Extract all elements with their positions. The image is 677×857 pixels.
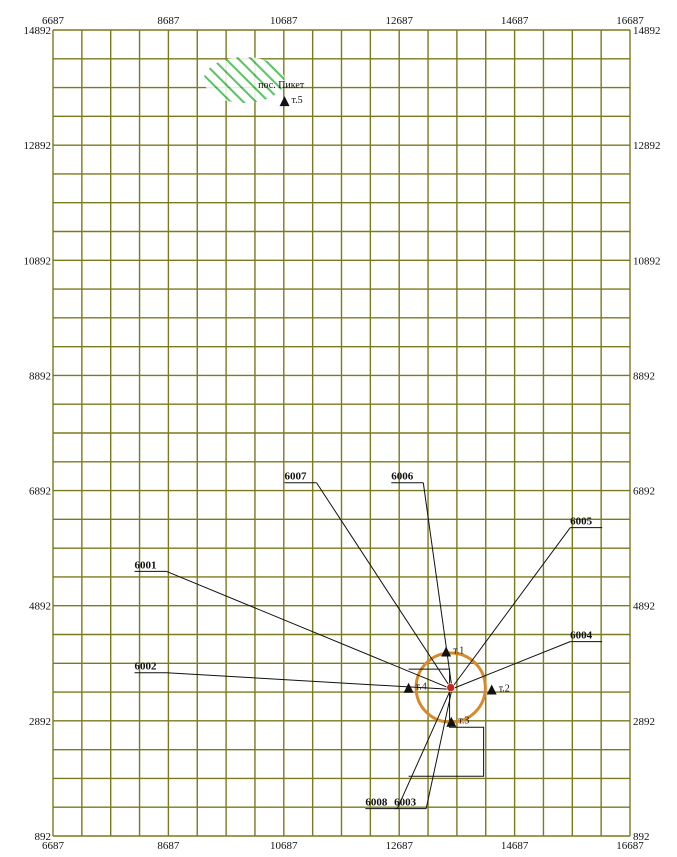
- x-tick-label-bottom: 6687: [42, 840, 65, 852]
- x-tick-label-top: 6687: [42, 15, 65, 27]
- control-point-triangle: [486, 684, 497, 695]
- source-leader-line: [425, 689, 453, 809]
- axis-tick-labels: 6687 6687 8687 8687 10687 10687 12687 12687 1468…: [24, 15, 661, 852]
- control-point-label: т.1: [453, 645, 464, 656]
- x-tick-label-top: 8687: [157, 15, 180, 27]
- x-tick-label-top: 12687: [385, 15, 413, 27]
- control-point-triangle: [446, 716, 457, 727]
- x-tick-label-bottom: 8687: [157, 840, 180, 852]
- y-tick-label-right: 14892: [633, 25, 661, 37]
- y-tick-label-left: 12892: [24, 140, 52, 152]
- y-tick-label-left: 6892: [29, 486, 51, 498]
- y-tick-label-left: 892: [35, 831, 52, 843]
- control-point-triangle: [279, 96, 290, 107]
- source-label-6007: 6007: [285, 471, 308, 483]
- y-tick-label-right: 6892: [633, 486, 655, 498]
- settlement-label: пос. Пикет: [258, 80, 305, 91]
- y-tick-label-right: 10892: [633, 255, 661, 267]
- settlement-hatch: [203, 56, 285, 103]
- x-tick-label-bottom: 14687: [501, 840, 529, 852]
- x-tick-label-top: 16687: [616, 15, 644, 27]
- x-tick-label-bottom: 16687: [616, 840, 644, 852]
- x-tick-label-top: 14687: [501, 15, 529, 27]
- source-leader-line: [316, 482, 451, 688]
- settlement-area: пос. Пикет: [203, 56, 305, 103]
- control-point-label: т.2: [499, 683, 510, 694]
- control-point-label: т.3: [458, 716, 469, 727]
- y-tick-label-right: 2892: [633, 716, 655, 728]
- coordinate-grid: [52, 29, 631, 837]
- y-tick-label-right: 8892: [633, 370, 655, 382]
- source-leader-line: [166, 672, 450, 690]
- source-leaders: 6001 6002 6007 6006 6005 6004 6008 6003: [134, 471, 603, 810]
- y-tick-label-left: 14892: [24, 25, 52, 37]
- source-label-6004: 6004: [570, 630, 593, 642]
- source-label-6003: 6003: [394, 797, 417, 809]
- y-tick-label-right: 892: [633, 831, 650, 843]
- x-tick-label-bottom: 10687: [270, 840, 298, 852]
- source-leader-line: [166, 570, 450, 689]
- x-tick-label-top: 10687: [270, 15, 298, 27]
- control-point-triangle: [441, 646, 452, 657]
- y-tick-label-right: 4892: [633, 601, 655, 613]
- source-label-6002: 6002: [135, 661, 158, 673]
- control-points: т.1 т.2 т.3 т.4 т.5: [279, 95, 510, 727]
- y-tick-label-right: 12892: [633, 140, 661, 152]
- source-label-6001: 6001: [135, 559, 157, 571]
- source-label-6006: 6006: [391, 471, 414, 483]
- control-point-label: т.5: [292, 95, 303, 106]
- control-point-triangle: [403, 682, 414, 693]
- source-label-6008: 6008: [365, 797, 388, 809]
- control-point-label: т.4: [416, 682, 427, 693]
- x-tick-label-bottom: 12687: [385, 840, 413, 852]
- y-tick-label-left: 4892: [29, 601, 51, 613]
- source-label-6005: 6005: [570, 516, 593, 528]
- y-tick-label-left: 2892: [29, 716, 51, 728]
- source-leader-line: [452, 527, 571, 688]
- site-outline: [408, 668, 485, 777]
- y-tick-label-left: 10892: [24, 255, 52, 267]
- source-center-marker: [446, 683, 456, 692]
- source-leader-line: [396, 689, 452, 809]
- site-outline-line: [408, 668, 485, 777]
- source-leader-line: [452, 641, 571, 690]
- y-tick-label-left: 8892: [29, 370, 51, 382]
